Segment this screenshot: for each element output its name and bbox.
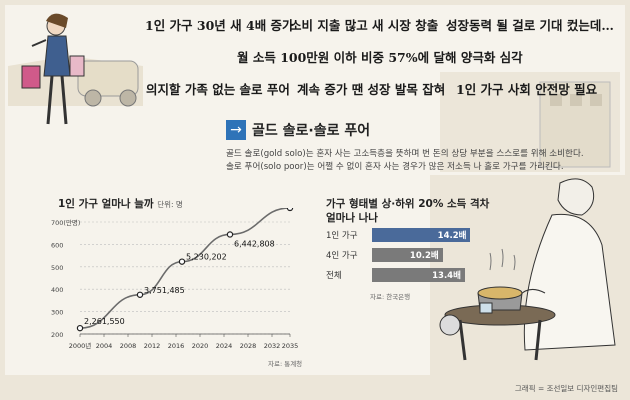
hbar-bar: 10.2배 [372, 248, 443, 262]
headline-7: 1인 가구 사회 안전망 필요 [456, 82, 598, 97]
arrow-right-icon: → [226, 120, 246, 140]
x-tick-label: 2012 [144, 342, 161, 350]
series-line [79, 208, 291, 329]
hbar-bar: 14.2배 [372, 228, 471, 242]
bar-chart-title-line-2: 얼마나 나나 [326, 212, 378, 224]
headline-5: 의지할 가족 없는 솔로 푸어 [146, 82, 290, 97]
line-chart-source: 자료: 통계청 [268, 360, 303, 368]
y-tick-label: 500 [51, 264, 63, 272]
headline-3: 성장동력 될 걸로 기대 컸는데… [446, 18, 614, 33]
x-tick-label: 2020 [192, 342, 209, 350]
hbar-row: 4인 가구 10.2배 [326, 248, 476, 262]
line-chart-unit: 단위: 명 [157, 200, 183, 209]
x-tick-label: 2008 [120, 342, 137, 350]
hbar-bar: 13.4배 [372, 268, 465, 282]
data-point [226, 231, 234, 238]
hbar-value-label: 10.2배 [409, 251, 439, 261]
x-tick-label: 2024 [216, 342, 233, 350]
data-point [76, 324, 84, 332]
data-label: 5,230,202 [186, 253, 227, 262]
headline-2: 소비 지출 많고 새 시장 창출 [290, 18, 439, 33]
y-tick-label: 200 [51, 331, 63, 339]
headline-1: 1인 가구 30년 새 4배 증가 [145, 18, 294, 33]
headline-6: 계속 증가 땐 성장 발목 잡혀 [297, 82, 446, 97]
y-tick-label: 300 [51, 309, 63, 317]
hbar-value-label: 14.2배 [437, 231, 467, 241]
y-tick-label: 400 [51, 286, 63, 294]
y-tick-label: 600 [51, 241, 63, 249]
hbar-row: 1인 가구 14.2배 [326, 228, 476, 242]
x-tick-label: 2035 [282, 342, 299, 350]
hbar-category-label: 4인 가구 [326, 251, 358, 261]
data-label: 6,442,808 [234, 239, 275, 248]
shopping-woman-illustration [8, 6, 143, 134]
bar-chart-title-line-1: 가구 형태별 상·하위 20% 소득 격차 [326, 198, 490, 210]
y-tick-label: 700(만명) [51, 218, 80, 227]
section-title: → 골드 솔로·솔로 푸어 [226, 119, 370, 141]
section-desc-1: 골드 솔로(gold solo)는 혼자 사는 고소득층을 뜻하며 번 돈의 상… [226, 149, 584, 159]
hbar-row: 전체 13.4배 [326, 268, 476, 282]
x-tick-label: 2000년 [69, 341, 92, 350]
x-tick-label: 2032 [264, 342, 281, 350]
x-tick-label: 2028 [240, 342, 257, 350]
line-chart-title-text: 1인 가구 얼마나 늘까 [58, 198, 154, 210]
hbar-value-label: 13.4배 [432, 271, 461, 281]
data-point [286, 208, 294, 212]
data-point [136, 291, 144, 298]
data-label: 2,261,550 [84, 317, 125, 326]
graphic-credit: 그래픽 = 조선일보 디자인편집팀 [514, 384, 618, 393]
data-point [178, 258, 186, 265]
headline-4: 월 소득 100만원 이하 비중 57%에 달해 양극화 심각 [237, 50, 523, 65]
hbar-category-label: 전체 [326, 271, 342, 281]
x-tick-label: 2016 [168, 342, 185, 350]
building-backdrop [440, 72, 620, 172]
hbar-category-label: 1인 가구 [326, 231, 358, 241]
section-desc-2: 솔로 푸어(solo poor)는 어쩔 수 없이 혼자 사는 경우가 많은 저… [226, 162, 564, 172]
x-tick-label: 2004 [96, 342, 113, 350]
bar-chart-source: 자료: 한국은행 [370, 293, 411, 301]
section-title-text: 골드 솔로·솔로 푸어 [252, 123, 371, 139]
line-chart-title: 1인 가구 얼마나 늘까 단위: 명 [58, 196, 183, 211]
line-chart: 700(만명) 600 500 400 300 200 2000년 2004 2008 2012 2… [51, 208, 299, 350]
data-label: 3,751,485 [144, 286, 185, 295]
